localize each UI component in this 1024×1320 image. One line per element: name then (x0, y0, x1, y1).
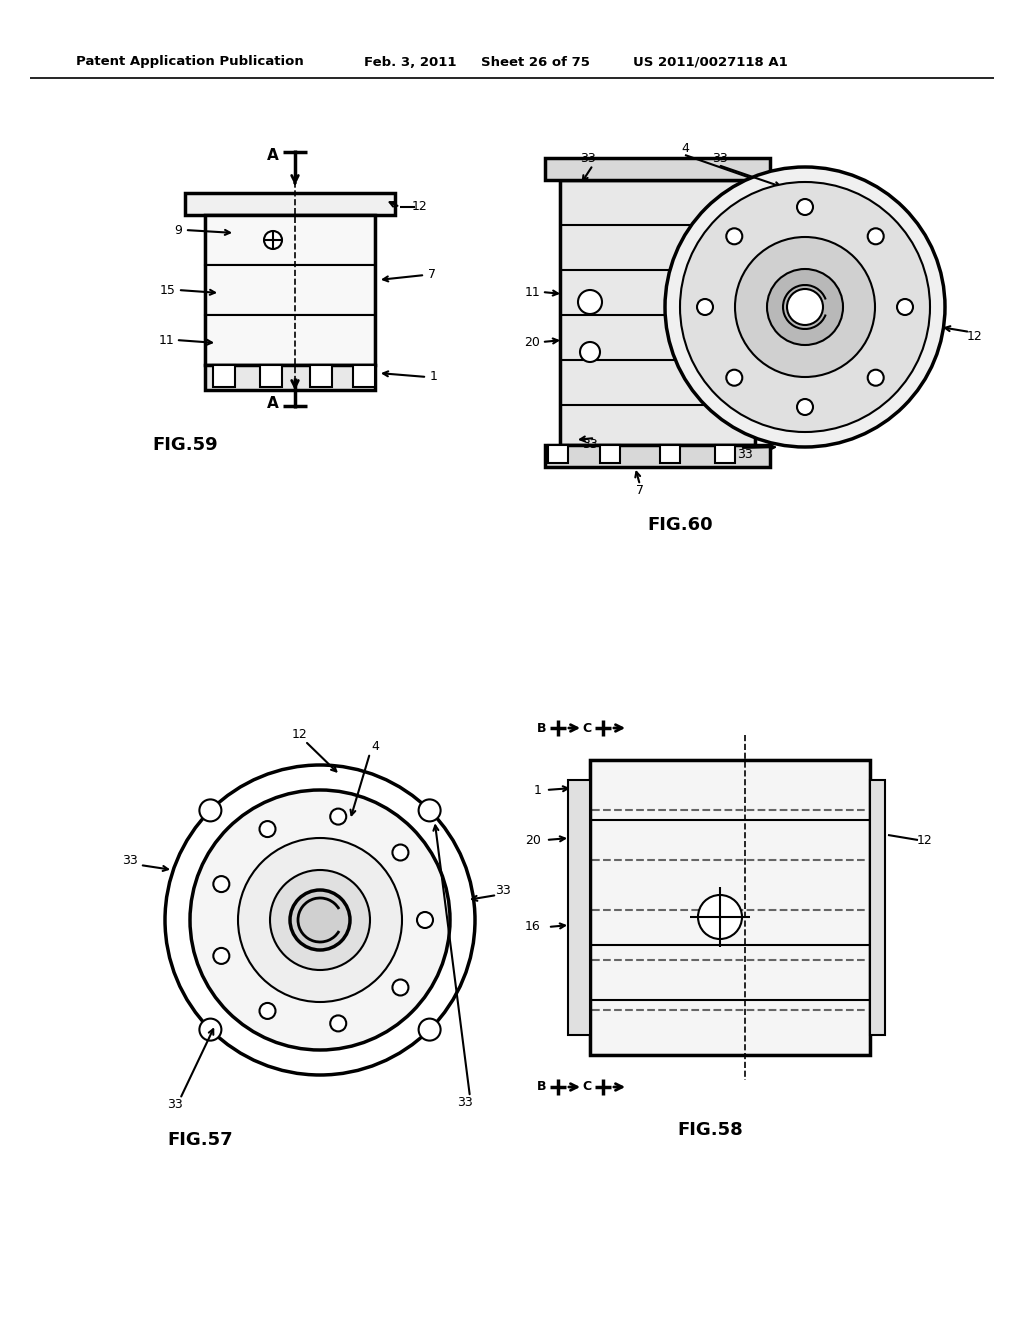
Text: FIG.57: FIG.57 (167, 1131, 232, 1148)
Text: C: C (583, 1081, 592, 1093)
Circle shape (270, 870, 370, 970)
Circle shape (200, 800, 221, 821)
Bar (545, 445, 770, 467)
Circle shape (392, 845, 409, 861)
Circle shape (238, 838, 402, 1002)
Bar (590, 760, 870, 1055)
Bar (260, 366, 282, 387)
Bar (205, 265, 375, 315)
Bar (600, 445, 620, 463)
Text: 16: 16 (525, 920, 541, 933)
Bar (205, 366, 375, 389)
Bar (545, 158, 770, 180)
Bar (205, 215, 375, 265)
Circle shape (419, 800, 440, 821)
Text: Sheet 26 of 75: Sheet 26 of 75 (480, 55, 590, 69)
Bar (213, 366, 234, 387)
Circle shape (797, 399, 813, 414)
Text: 7: 7 (636, 483, 644, 496)
Bar (660, 445, 680, 463)
Bar (353, 366, 375, 387)
Text: 33: 33 (737, 449, 753, 462)
Circle shape (697, 300, 713, 315)
Text: 33: 33 (122, 854, 138, 866)
Circle shape (578, 290, 602, 314)
Text: 4: 4 (371, 741, 379, 754)
Circle shape (680, 182, 930, 432)
Text: Patent Application Publication: Patent Application Publication (76, 55, 304, 69)
Circle shape (787, 289, 823, 325)
Text: B: B (538, 722, 547, 734)
Text: 15: 15 (160, 284, 176, 297)
Text: B: B (538, 1081, 547, 1093)
Circle shape (392, 979, 409, 995)
Circle shape (200, 1019, 221, 1040)
Text: 33: 33 (496, 883, 511, 896)
Text: 33: 33 (581, 152, 596, 165)
Text: 20: 20 (524, 335, 540, 348)
Text: US 2011/0027118 A1: US 2011/0027118 A1 (633, 55, 787, 69)
Circle shape (330, 809, 346, 825)
Text: A: A (267, 396, 279, 411)
Bar (205, 215, 375, 366)
Circle shape (726, 370, 742, 385)
Text: 7: 7 (428, 268, 436, 281)
Bar (560, 180, 755, 445)
Circle shape (698, 895, 742, 939)
Text: 33: 33 (457, 1097, 473, 1110)
Text: 12: 12 (967, 330, 983, 343)
Circle shape (897, 300, 913, 315)
Circle shape (259, 821, 275, 837)
Circle shape (867, 228, 884, 244)
Circle shape (665, 168, 945, 447)
Text: A: A (267, 148, 279, 162)
Text: 11: 11 (524, 285, 540, 298)
Text: 11: 11 (159, 334, 174, 346)
Bar (205, 315, 375, 366)
Text: FIG.60: FIG.60 (647, 516, 713, 535)
Bar (310, 366, 332, 387)
Bar (185, 193, 395, 215)
Text: 12: 12 (292, 729, 308, 742)
Text: 33: 33 (712, 152, 728, 165)
Circle shape (419, 1019, 440, 1040)
Circle shape (867, 370, 884, 385)
Text: Feb. 3, 2011: Feb. 3, 2011 (364, 55, 457, 69)
Text: 20: 20 (525, 833, 541, 846)
Text: 12: 12 (412, 201, 428, 214)
Circle shape (330, 1015, 346, 1031)
Text: 33: 33 (582, 438, 598, 451)
Text: FIG.58: FIG.58 (677, 1121, 742, 1139)
Text: 9: 9 (174, 223, 182, 236)
Circle shape (259, 1003, 275, 1019)
Circle shape (213, 948, 229, 964)
Bar (560, 180, 755, 445)
Circle shape (767, 269, 843, 345)
Bar (590, 760, 870, 1055)
Text: 1: 1 (535, 784, 542, 796)
Circle shape (417, 912, 433, 928)
Bar (715, 445, 735, 463)
Circle shape (735, 238, 874, 378)
Circle shape (290, 890, 350, 950)
Circle shape (264, 231, 282, 249)
Bar (548, 445, 568, 463)
Circle shape (797, 199, 813, 215)
Circle shape (726, 228, 742, 244)
Text: C: C (583, 722, 592, 734)
Text: FIG.59: FIG.59 (153, 436, 218, 454)
Bar (568, 780, 590, 1035)
Text: 1: 1 (430, 371, 438, 384)
Circle shape (213, 876, 229, 892)
Text: 4: 4 (681, 141, 689, 154)
Text: 33: 33 (167, 1098, 183, 1111)
Circle shape (190, 789, 450, 1049)
Circle shape (580, 342, 600, 362)
Text: 12: 12 (918, 833, 933, 846)
Bar (870, 780, 885, 1035)
